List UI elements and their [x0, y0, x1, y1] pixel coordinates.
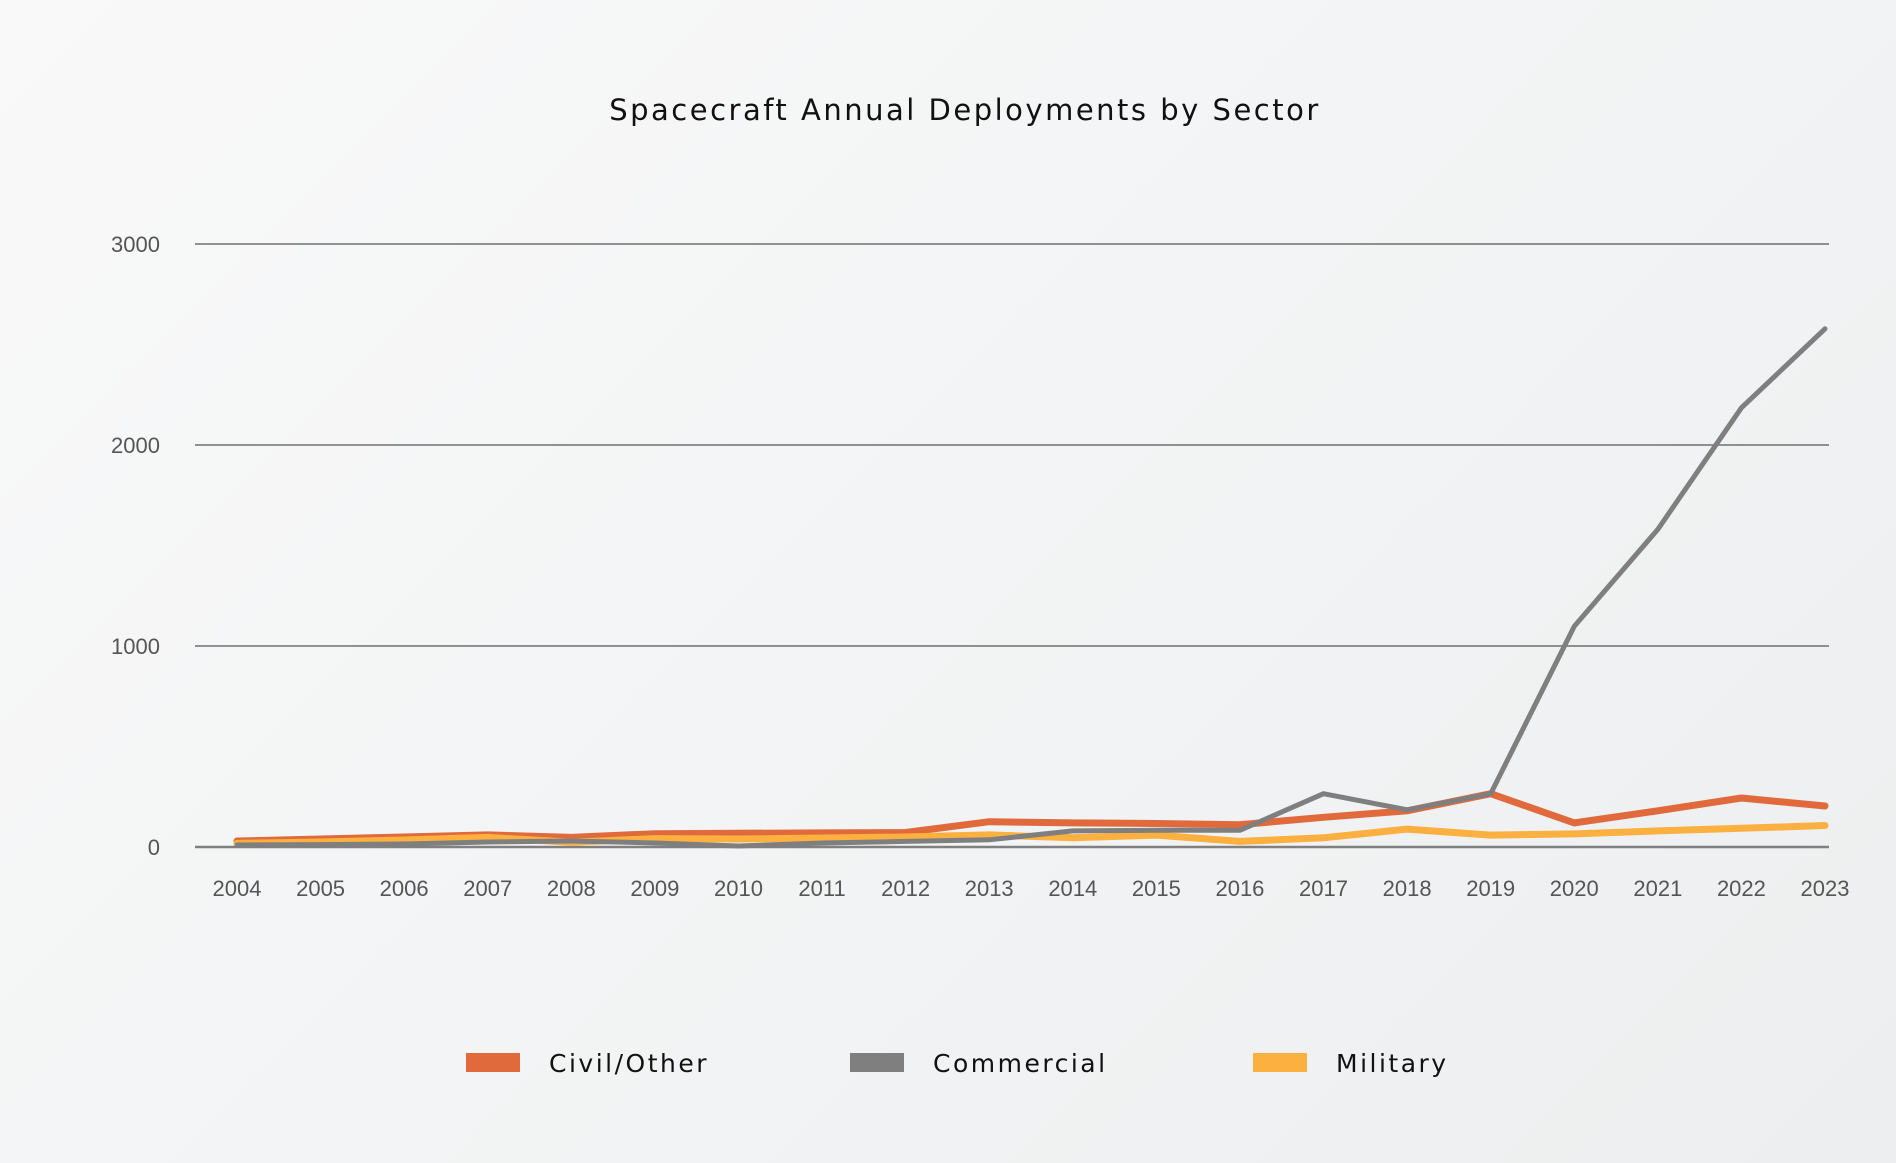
y-tick-label: 3000 — [111, 232, 160, 257]
x-tick-label: 2006 — [380, 876, 429, 901]
x-tick-label: 2004 — [213, 876, 262, 901]
x-tick-label: 2014 — [1048, 876, 1097, 901]
legend-swatch — [466, 1053, 520, 1072]
legend-swatch — [850, 1053, 904, 1072]
x-tick-label: 2012 — [881, 876, 930, 901]
x-tick-label: 2013 — [965, 876, 1014, 901]
x-tick-label: 2007 — [463, 876, 512, 901]
grid-lines — [195, 243, 1829, 849]
x-tick-label: 2010 — [714, 876, 763, 901]
y-tick-label: 0 — [148, 835, 160, 860]
x-tick-label: 2016 — [1215, 876, 1264, 901]
legend-swatch — [1253, 1053, 1307, 1072]
x-tick-label: 2005 — [296, 876, 345, 901]
y-tick-label: 1000 — [111, 634, 160, 659]
x-tick-label: 2011 — [798, 876, 845, 901]
legend-label: Military — [1336, 1049, 1449, 1078]
legend-label: Commercial — [933, 1049, 1108, 1078]
x-axis: 2004 2005 2006 2007 2008 2009 2010 2011 2012 2013… — [213, 876, 1850, 901]
series-lines — [233, 326, 1829, 849]
x-tick-label: 2009 — [630, 876, 679, 901]
x-tick-label: 2018 — [1383, 876, 1432, 901]
legend: Civil/Other Commercial Military — [466, 1049, 1449, 1078]
y-axis: 0 1000 2000 3000 — [111, 232, 160, 860]
y-tick-label: 2000 — [111, 433, 160, 458]
x-tick-label: 2020 — [1550, 876, 1599, 901]
x-tick-label: 2019 — [1466, 876, 1515, 901]
x-tick-label: 2022 — [1717, 876, 1766, 901]
x-tick-label: 2021 — [1633, 876, 1682, 901]
x-tick-label: 2023 — [1801, 876, 1850, 901]
legend-label: Civil/Other — [549, 1049, 709, 1078]
chart-title: Spacecraft Annual Deployments by Sector — [609, 93, 1321, 127]
x-tick-label: 2017 — [1299, 876, 1348, 901]
x-tick-label: 2008 — [547, 876, 596, 901]
x-tick-label: 2015 — [1132, 876, 1181, 901]
series-line-commercial — [234, 326, 1828, 849]
